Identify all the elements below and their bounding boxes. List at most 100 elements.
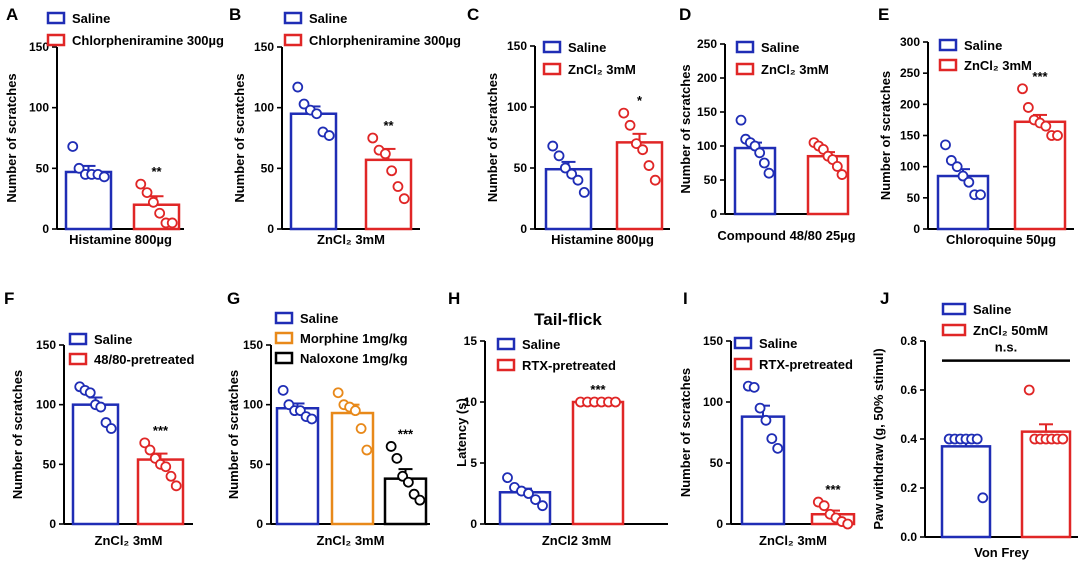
data-point — [166, 217, 178, 229]
y-tick-label: 50 — [907, 191, 921, 205]
panel-d: D 0 50 100 150 200 250 Number of scratches Compo… — [678, 5, 856, 243]
data-point — [572, 174, 584, 186]
data-point — [748, 381, 760, 393]
legend-label: Saline — [522, 337, 560, 352]
data-point — [98, 171, 110, 183]
data-point — [763, 167, 775, 179]
data-point — [379, 148, 391, 160]
legend-swatch — [274, 311, 294, 325]
data-point — [530, 494, 541, 506]
data-point — [977, 492, 989, 504]
legend-swatch — [274, 331, 294, 345]
data-point — [95, 401, 107, 413]
chart-title: Tail-flick — [534, 310, 602, 329]
data-point — [402, 476, 414, 488]
legend-label: Saline — [568, 40, 606, 55]
y-tick-label: 0 — [470, 517, 477, 531]
panel-a: A 0 50 100 150 Number of scratches Histamine 8… — [4, 5, 224, 247]
y-tick-label: 100 — [900, 160, 920, 174]
legend-label: Saline — [964, 38, 1002, 53]
legend-swatch — [496, 358, 516, 372]
legend-swatch — [46, 33, 66, 47]
panel-letter: E — [878, 5, 889, 24]
x-axis-label: Histamine 800µg — [69, 232, 172, 247]
legend-label: ZnCl₂ 50mM — [973, 323, 1048, 338]
data-point — [414, 494, 426, 506]
y-tick-label: 0 — [520, 222, 527, 236]
y-tick-label: 250 — [900, 66, 920, 80]
y-tick-label: 50 — [704, 173, 718, 187]
data-point — [618, 107, 630, 119]
data-point — [323, 130, 335, 141]
legend-swatch — [542, 62, 562, 76]
y-tick-label: 50 — [36, 161, 50, 175]
legend-label: Chlorpheniramine 300µg — [309, 33, 461, 48]
data-point — [141, 187, 153, 199]
data-point — [831, 160, 843, 172]
y-tick-label: 150 — [243, 338, 263, 352]
y-axis-label: Number of scratches — [678, 368, 693, 497]
legend-swatch — [941, 323, 967, 337]
y-tick-label: 0 — [716, 517, 723, 531]
data-point — [332, 387, 344, 399]
y-tick-label: 150 — [36, 338, 56, 352]
data-point — [67, 141, 79, 152]
panel-g: G 0 50 100 150 Number of scratches ZnCl₂ 3mM **… — [226, 289, 430, 548]
y-tick-label: 150 — [703, 334, 723, 348]
data-point — [754, 402, 766, 414]
legend-label: Saline — [973, 302, 1011, 317]
panel-letter: I — [683, 289, 688, 308]
panel-letter: C — [467, 5, 479, 24]
bar — [733, 146, 777, 216]
legend-swatch — [274, 351, 294, 365]
y-tick-label: 0.4 — [900, 432, 917, 446]
data-point — [523, 488, 534, 499]
data-point — [154, 207, 166, 219]
data-point — [649, 174, 661, 186]
data-point — [630, 138, 642, 150]
y-axis-label: Number of scratches — [4, 73, 19, 202]
data-point — [975, 189, 986, 201]
data-point — [349, 405, 361, 417]
data-point — [385, 441, 397, 452]
legend-swatch — [283, 33, 303, 47]
data-point — [1022, 102, 1034, 113]
y-tick-label: 150 — [29, 40, 49, 54]
data-point — [1052, 130, 1063, 141]
significance-label: *** — [825, 482, 841, 497]
legend-label: ZnCl₂ 3mM — [761, 62, 829, 77]
legend-swatch — [735, 40, 755, 54]
data-point — [553, 150, 565, 162]
legend-label: ZnCl₂ 3mM — [964, 58, 1032, 73]
significance-label: *** — [153, 423, 169, 438]
y-tick-label: 100 — [243, 398, 263, 412]
panel-letter: J — [880, 289, 889, 308]
panel-j: J 0.0 0.2 0.4 0.6 0.8 Paw withdraw (g, 50% sti… — [871, 289, 1078, 560]
data-point — [361, 444, 373, 456]
legend-label: Saline — [309, 11, 347, 26]
data-point — [160, 461, 172, 473]
data-point — [355, 423, 367, 434]
bar — [936, 174, 990, 231]
significance-label: ** — [151, 164, 162, 179]
data-point — [754, 147, 766, 159]
y-tick-label: 100 — [697, 139, 717, 153]
data-point — [277, 384, 289, 396]
x-axis-label: Von Frey — [974, 545, 1029, 560]
y-tick-label: 0 — [267, 222, 274, 236]
legend-label: 48/80-pretreated — [94, 352, 194, 367]
data-point — [610, 396, 621, 408]
x-axis-label: ZnCl₂ 3mM — [317, 232, 385, 247]
legend-label: RTX-pretreated — [759, 357, 853, 372]
data-point — [105, 423, 117, 434]
data-point — [637, 144, 649, 156]
y-axis-label: Number of scratches — [485, 73, 500, 202]
panel-c: C 0 50 100 150 Number of scratches Histamine 8… — [467, 5, 670, 247]
data-point — [73, 162, 85, 174]
data-point — [502, 472, 513, 484]
legend-label: Saline — [761, 40, 799, 55]
legend-swatch — [68, 332, 88, 346]
panel-i: I 0 50 100 150 Number of scratches ZnCl₂ 3mM **… — [678, 289, 856, 548]
y-tick-label: 10 — [464, 395, 478, 409]
significance-label: *** — [590, 382, 606, 397]
